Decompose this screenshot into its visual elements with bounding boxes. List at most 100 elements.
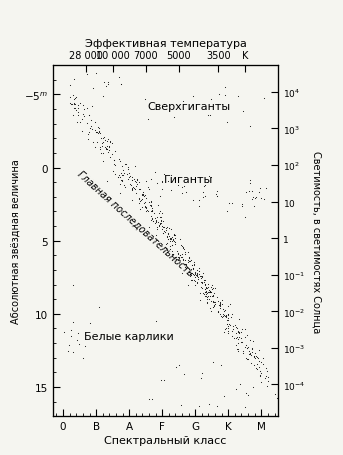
Point <box>248 352 254 359</box>
Point <box>208 288 213 295</box>
Point <box>169 242 175 249</box>
Point <box>222 312 227 319</box>
Point <box>160 230 165 237</box>
Point <box>105 143 110 150</box>
Point <box>244 332 250 339</box>
Point <box>191 261 197 268</box>
Point <box>162 101 167 108</box>
Point <box>140 189 145 196</box>
Point <box>153 217 158 224</box>
Point <box>97 130 103 137</box>
Point <box>75 102 81 110</box>
Point <box>146 186 152 193</box>
Point <box>158 377 163 384</box>
Point <box>131 176 137 183</box>
Point <box>182 264 188 271</box>
Point <box>80 354 86 362</box>
Point <box>238 334 244 342</box>
Point <box>91 139 96 147</box>
Point <box>142 96 147 103</box>
Point <box>208 288 213 295</box>
Point <box>138 197 144 204</box>
Point <box>101 79 107 86</box>
Point <box>71 96 77 103</box>
Point <box>261 96 267 103</box>
Point <box>87 319 93 327</box>
Point <box>250 344 255 352</box>
Point <box>80 111 86 119</box>
Point <box>196 197 201 204</box>
Point <box>106 136 111 143</box>
Point <box>158 214 164 221</box>
Point <box>199 279 205 287</box>
Point <box>120 167 126 174</box>
Point <box>205 288 211 296</box>
Point <box>116 74 121 81</box>
Point <box>199 369 204 377</box>
Point <box>238 339 244 346</box>
Point <box>252 355 258 362</box>
Point <box>207 112 213 120</box>
Point <box>169 234 175 241</box>
Point <box>212 298 217 305</box>
Point <box>169 238 175 245</box>
Point <box>168 236 173 243</box>
Point <box>68 83 73 90</box>
Point <box>220 101 225 108</box>
Point <box>71 105 76 112</box>
Point <box>70 349 76 356</box>
Point <box>239 201 244 208</box>
Point <box>133 183 139 191</box>
Point <box>140 191 145 198</box>
Point <box>107 138 112 146</box>
Point <box>75 330 81 337</box>
Point <box>119 163 125 171</box>
Point <box>263 373 269 380</box>
Point <box>236 330 241 337</box>
Point <box>223 85 228 92</box>
X-axis label: Спектральный класс: Спектральный класс <box>104 435 227 445</box>
Point <box>171 232 177 239</box>
Point <box>173 238 178 246</box>
Point <box>106 149 111 157</box>
Point <box>85 131 91 139</box>
Point <box>143 205 149 212</box>
Point <box>233 342 238 349</box>
Point <box>75 112 81 120</box>
Point <box>168 235 173 243</box>
Point <box>165 178 170 185</box>
Point <box>246 350 251 358</box>
Point <box>212 300 218 308</box>
Point <box>208 288 213 296</box>
Point <box>176 362 182 369</box>
Point <box>251 203 257 210</box>
Point <box>174 364 179 371</box>
Point <box>154 218 159 225</box>
Point <box>143 178 149 185</box>
Point <box>229 333 235 340</box>
Point <box>197 271 202 278</box>
Point <box>218 312 224 319</box>
Point <box>192 269 198 276</box>
Point <box>161 223 166 231</box>
Point <box>66 341 72 349</box>
Point <box>208 96 214 103</box>
Point <box>159 177 165 185</box>
Point <box>118 158 123 165</box>
Point <box>240 350 246 357</box>
Point <box>140 191 146 198</box>
Point <box>202 281 208 288</box>
Point <box>210 298 215 305</box>
Point <box>153 220 158 228</box>
Point <box>215 308 221 315</box>
Point <box>123 161 129 168</box>
Point <box>128 172 133 180</box>
Point <box>102 137 108 145</box>
Point <box>218 361 224 369</box>
Point <box>197 202 202 210</box>
Point <box>82 343 88 350</box>
Point <box>244 344 249 352</box>
Point <box>208 308 213 315</box>
Point <box>199 273 205 281</box>
Point <box>137 186 143 193</box>
